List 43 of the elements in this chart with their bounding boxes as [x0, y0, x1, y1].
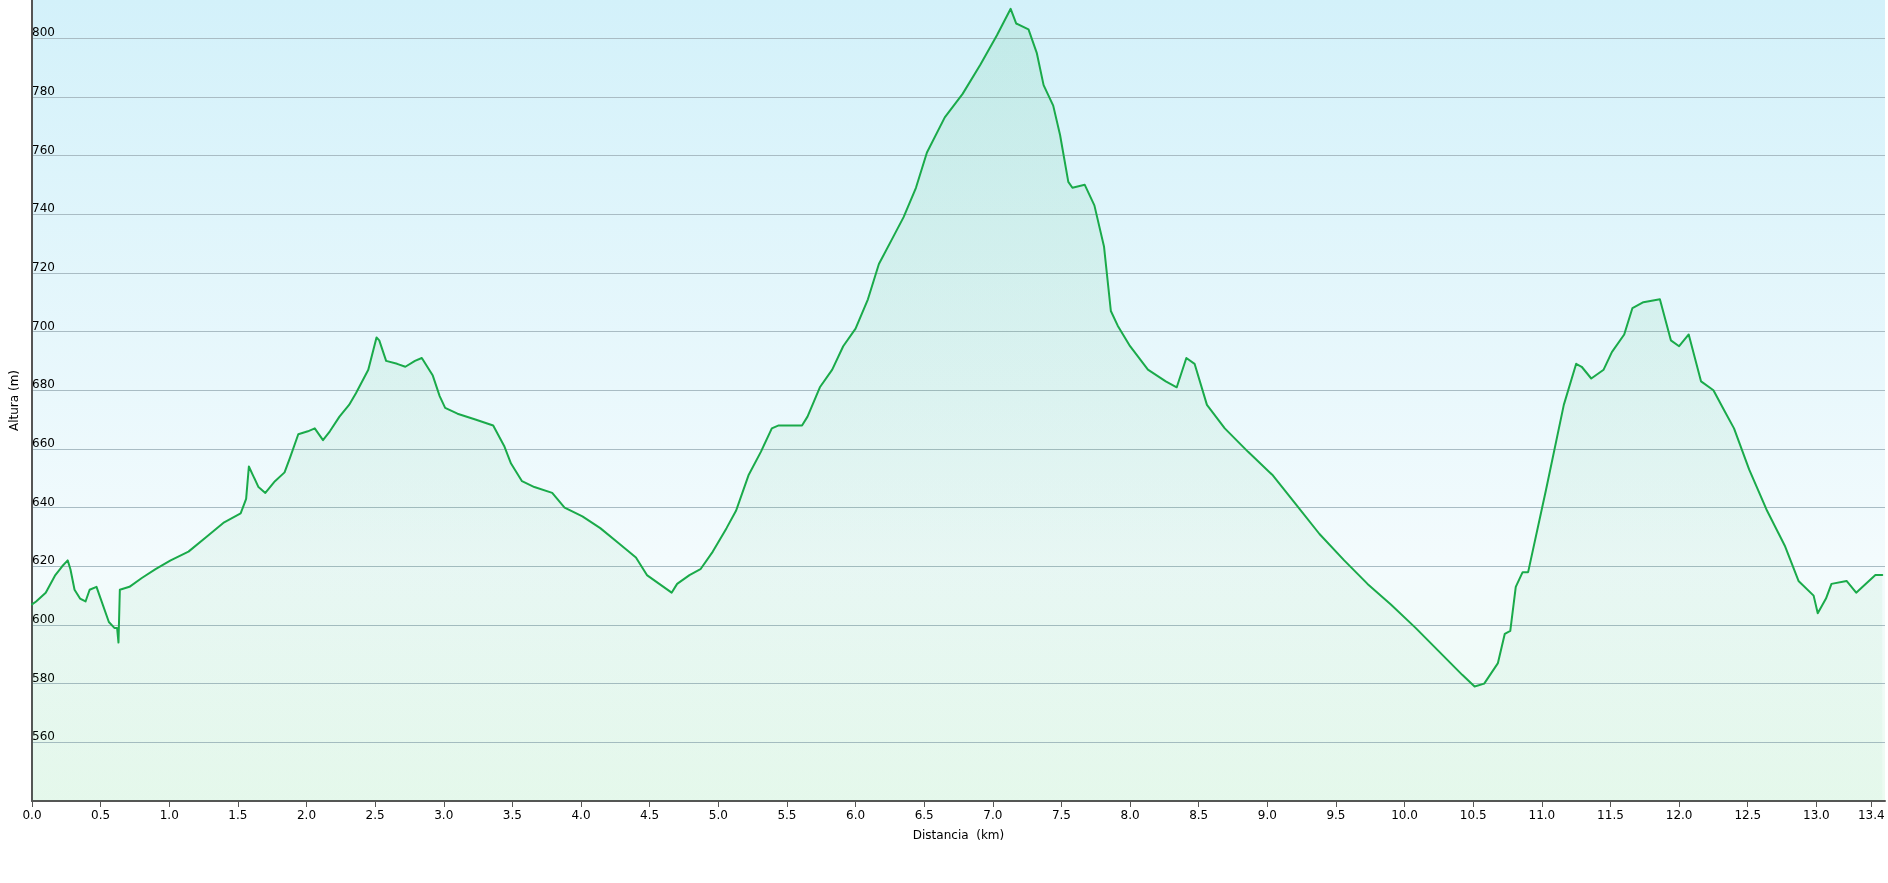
x-tick-label: 2.5 — [365, 808, 385, 822]
x-tick-label: 1.5 — [228, 808, 248, 822]
x-tick-label: 3.5 — [502, 808, 522, 822]
x-tick-label: 0.5 — [91, 808, 111, 822]
x-tick-label: 9.5 — [1326, 808, 1346, 822]
x-tick-label: 12.0 — [1665, 808, 1693, 822]
x-tick-label: 5.0 — [708, 808, 728, 822]
x-tick-label: 9.0 — [1257, 808, 1277, 822]
y-tick-label: 700 — [32, 318, 55, 333]
x-tick-label: 11.5 — [1597, 808, 1624, 822]
x-tick-label: 4.5 — [640, 808, 660, 822]
x-tick-label: 13.4 — [1857, 808, 1885, 822]
x-tick-label: 13.0 — [1803, 808, 1830, 822]
x-tick-label: 11.0 — [1528, 808, 1556, 822]
y-tick-label: 780 — [32, 83, 55, 98]
x-tick-label: 3.0 — [434, 808, 454, 822]
x-tick-label: 10.0 — [1391, 808, 1418, 822]
y-tick-label: 760 — [32, 142, 55, 157]
x-tick-label: 2.0 — [296, 808, 317, 822]
x-axis-title: Distancia (km) — [912, 828, 1005, 842]
x-tick-label: 12.5 — [1734, 808, 1762, 822]
y-axis-title: Altura (m) — [7, 369, 21, 432]
y-tick-label: 800 — [32, 25, 55, 40]
x-tick-label: 10.5 — [1459, 808, 1487, 822]
y-tick-label: 580 — [32, 670, 55, 685]
x-tick-label: 5.5 — [777, 808, 797, 822]
x-tick-label: 8.0 — [1120, 808, 1140, 822]
x-tick-label: 6.5 — [914, 808, 934, 822]
x-tick-label: 1.0 — [159, 808, 179, 822]
y-tick-label: 740 — [32, 201, 55, 216]
x-tick-label: 7.5 — [1051, 808, 1071, 822]
y-tick-label: 680 — [32, 377, 55, 392]
x-tick-label: 8.5 — [1189, 808, 1209, 822]
x-tick-label: 6.0 — [846, 808, 866, 822]
y-tick-label: 600 — [32, 611, 55, 626]
x-tick-label: 7.0 — [983, 808, 1003, 822]
y-tick-label: 560 — [32, 729, 55, 744]
x-tick-label: 4.0 — [571, 808, 591, 822]
y-tick-label: 720 — [32, 259, 55, 274]
y-tick-label: 660 — [32, 435, 55, 450]
y-tick-label: 620 — [32, 553, 55, 568]
y-tick-label: 640 — [32, 494, 55, 509]
x-tick-label: 0.0 — [22, 808, 42, 822]
